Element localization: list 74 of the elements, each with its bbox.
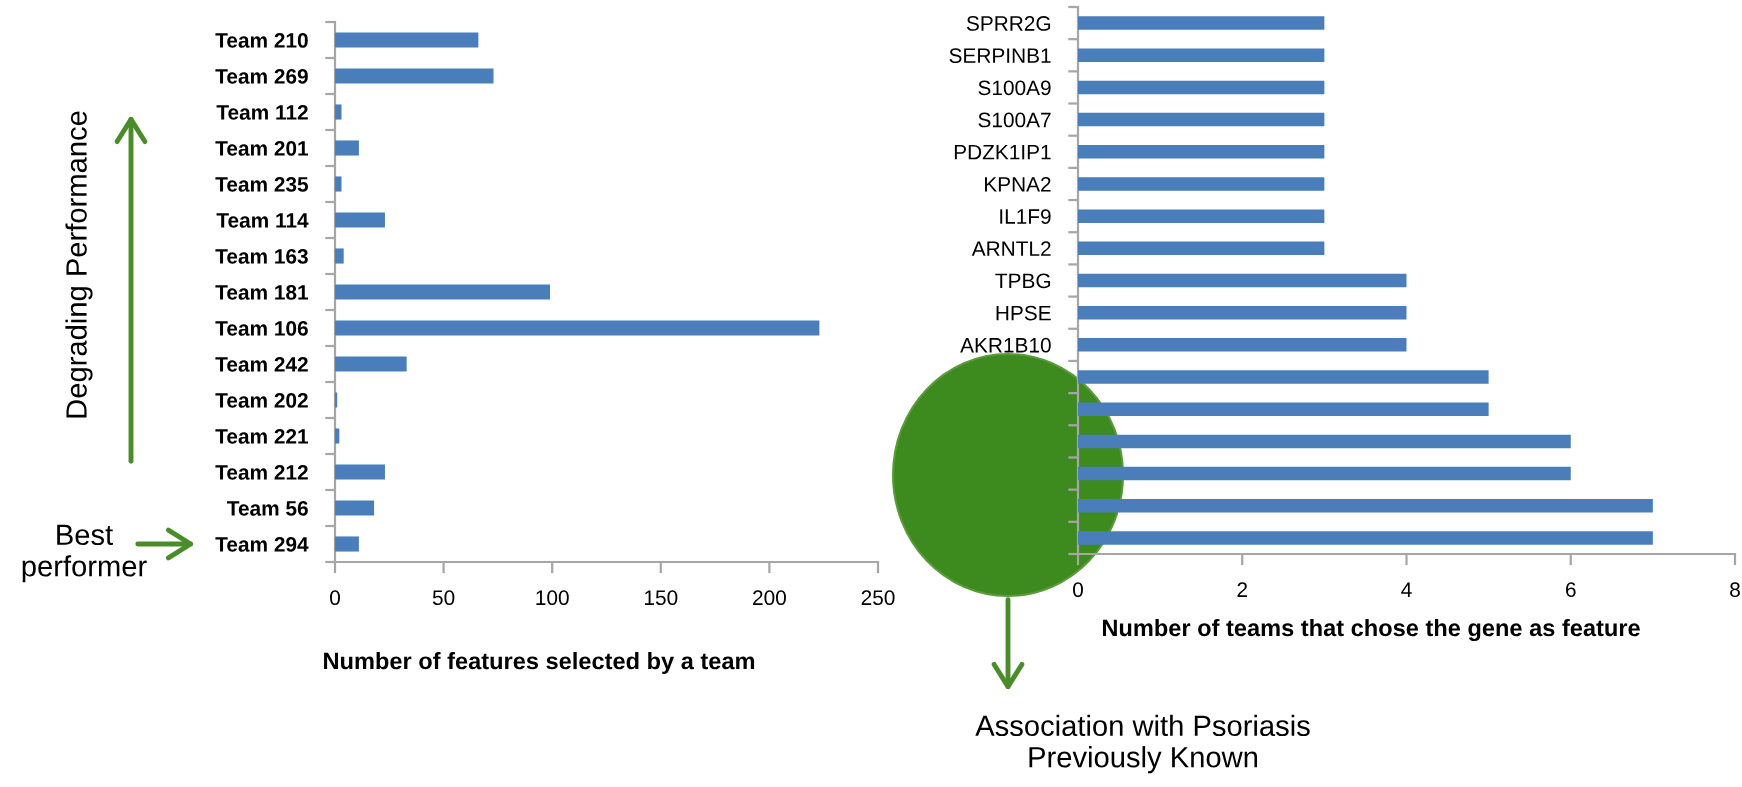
y-tick-label: SPRR2G: [966, 16, 1051, 31]
x-tick-label: 6: [1566, 582, 1576, 598]
bar: [335, 284, 551, 300]
y-tick-label: Team 106: [215, 321, 308, 336]
y-tick-label: Team 210: [215, 33, 308, 48]
bar: [335, 392, 338, 408]
bar: [335, 32, 479, 48]
text: Best performer: [22, 524, 147, 583]
y-tick-label: Team 235: [215, 177, 309, 192]
bar: [335, 212, 385, 228]
bar: [1078, 48, 1325, 63]
y-tick-label: ARNTL2: [971, 241, 1051, 256]
y-tick-label: Team 269: [215, 69, 308, 84]
x-tick-label: 4: [1401, 582, 1412, 597]
bar: [1078, 531, 1653, 545]
y-tick-label: Team 112: [216, 105, 308, 120]
bar: [335, 104, 342, 120]
bar: [335, 500, 375, 516]
bar: [335, 176, 342, 192]
y-tick-label: Team 221: [215, 429, 309, 444]
bar: [1078, 209, 1325, 223]
y-tick-label: SERPINB1: [949, 48, 1051, 64]
bar: [335, 356, 407, 372]
y-tick-label: HPSE: [996, 305, 1051, 321]
bar: [1078, 434, 1571, 449]
x-tick-label: 0: [330, 590, 340, 606]
x-tick-label: 150: [645, 590, 678, 606]
bar: [335, 428, 340, 444]
text: Degrading Performance: [65, 111, 93, 418]
bar: [1078, 80, 1325, 95]
y-tick-label: Team 56: [227, 501, 308, 516]
y-tick-label: Team 212: [215, 465, 308, 480]
y-tick-label: AKR1B10: [960, 337, 1051, 353]
x-axis-title: Number of teams that chose the gene as feature: [1102, 618, 1640, 642]
bar: [1078, 338, 1407, 352]
bar: [1078, 177, 1325, 191]
bar: [1078, 402, 1489, 416]
y-tick-label: TPBG: [995, 273, 1051, 289]
x-tick-label: 250: [861, 590, 895, 606]
y-tick-label: Team 242: [215, 357, 308, 372]
bar: [335, 320, 820, 336]
bar: [1078, 112, 1325, 127]
y-tick-label: Team 202: [215, 393, 308, 408]
text: Association with Psoriasis Previously Known: [975, 714, 1310, 774]
y-tick-label: S100A9: [978, 80, 1051, 96]
y-tick-label: IL1F9: [1000, 209, 1051, 224]
bar: [335, 464, 385, 480]
bar: [1078, 370, 1489, 384]
x-tick-label: 2: [1237, 582, 1247, 597]
x-tick-label: 0: [1073, 582, 1083, 598]
y-tick-label: Team 181: [215, 285, 309, 300]
bar: [1078, 305, 1407, 320]
bar: [1078, 273, 1407, 288]
x-axis-title: Number of features selected by a team: [324, 651, 755, 675]
bar: [1078, 145, 1325, 159]
bar: [335, 68, 494, 84]
y-tick-label: S100A7: [978, 112, 1051, 128]
x-tick-label: 50: [432, 590, 455, 606]
bar: [1078, 466, 1571, 481]
x-tick-label: 8: [1730, 582, 1740, 598]
bar: [1078, 241, 1325, 256]
y-tick-label: Team 294: [215, 537, 309, 552]
bar: [335, 140, 359, 156]
y-tick-label: KPNA2: [985, 176, 1051, 192]
bar: [335, 248, 344, 264]
bar: [1078, 16, 1325, 30]
x-tick-label: 100: [536, 590, 569, 606]
bar: [1078, 498, 1653, 513]
y-tick-label: Team 114: [216, 213, 309, 228]
x-tick-label: 200: [753, 590, 786, 606]
bar: [335, 536, 359, 552]
y-tick-label: Team 201: [215, 141, 309, 156]
y-tick-label: PDZK1IP1: [954, 145, 1051, 160]
y-tick-label: Team 163: [215, 249, 308, 264]
